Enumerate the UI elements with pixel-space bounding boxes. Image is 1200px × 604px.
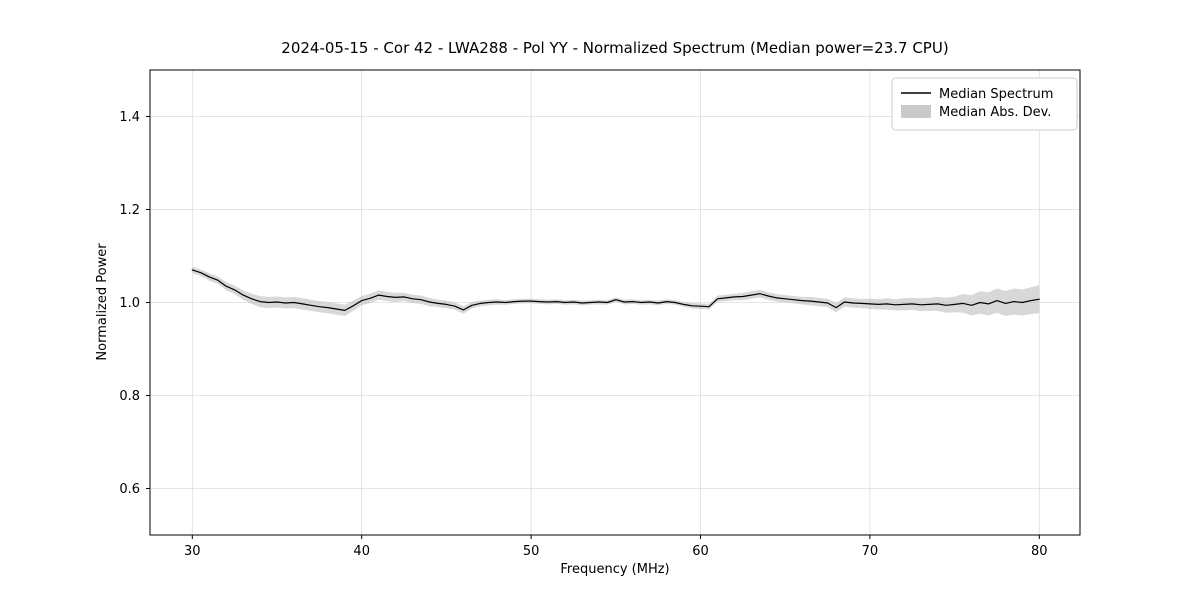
legend-box bbox=[891, 77, 1078, 131]
median-line bbox=[191, 269, 1040, 311]
y-tick-label: 0.8 bbox=[119, 389, 140, 404]
x-tick-label: 60 bbox=[692, 544, 709, 559]
y-tick-label: 0.6 bbox=[119, 482, 140, 497]
x-axis-label: Frequency (MHz) bbox=[560, 562, 669, 577]
mad-band bbox=[192, 266, 1040, 316]
x-tick-label: 50 bbox=[523, 544, 540, 559]
y-tick-label: 1.2 bbox=[119, 203, 140, 218]
y-tick-label: 1.0 bbox=[119, 296, 140, 311]
y-axis-ticks: 0.6 0.8 1.0 1.2 1.4 bbox=[119, 110, 150, 497]
legend-label-median-spectrum: Median Spectrum bbox=[939, 87, 1053, 102]
x-tick-label: 30 bbox=[184, 544, 201, 559]
x-tick-label: 80 bbox=[1031, 544, 1048, 559]
x-tick-label: 70 bbox=[862, 544, 879, 559]
x-axis-ticks: 30 40 50 60 70 80 bbox=[184, 535, 1048, 559]
legend: Median Spectrum Median Abs. Dev. bbox=[891, 77, 1078, 131]
legend-label-mad: Median Abs. Dev. bbox=[939, 105, 1051, 120]
chart-title: 2024-05-15 - Cor 42 - LWA288 - Pol YY - … bbox=[281, 39, 948, 57]
x-tick-label: 40 bbox=[353, 544, 370, 559]
patch-swatch-icon bbox=[901, 105, 931, 118]
y-axis-label: Normalized Power bbox=[95, 243, 110, 361]
y-tick-label: 1.4 bbox=[119, 110, 140, 125]
